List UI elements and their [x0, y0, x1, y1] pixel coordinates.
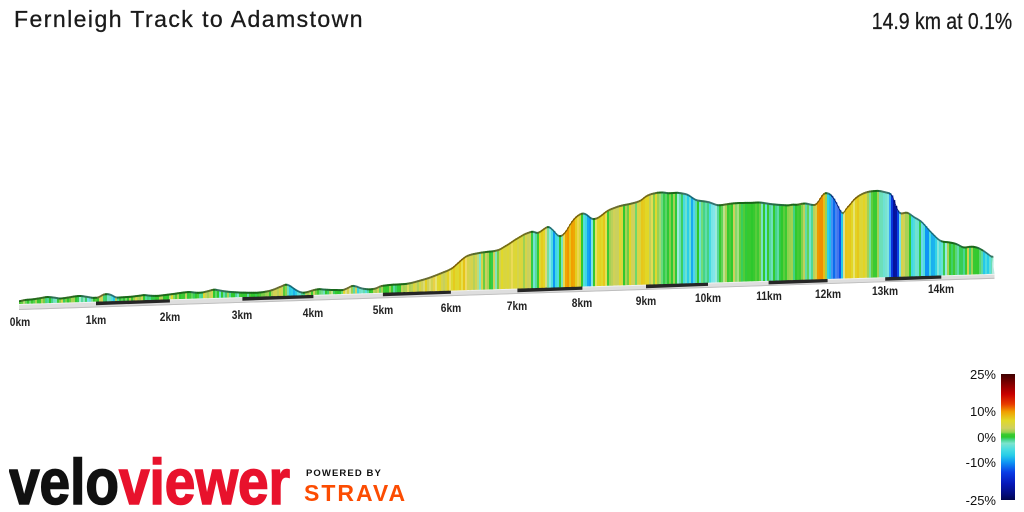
svg-text:veloviewer: veloviewer	[9, 446, 290, 512]
